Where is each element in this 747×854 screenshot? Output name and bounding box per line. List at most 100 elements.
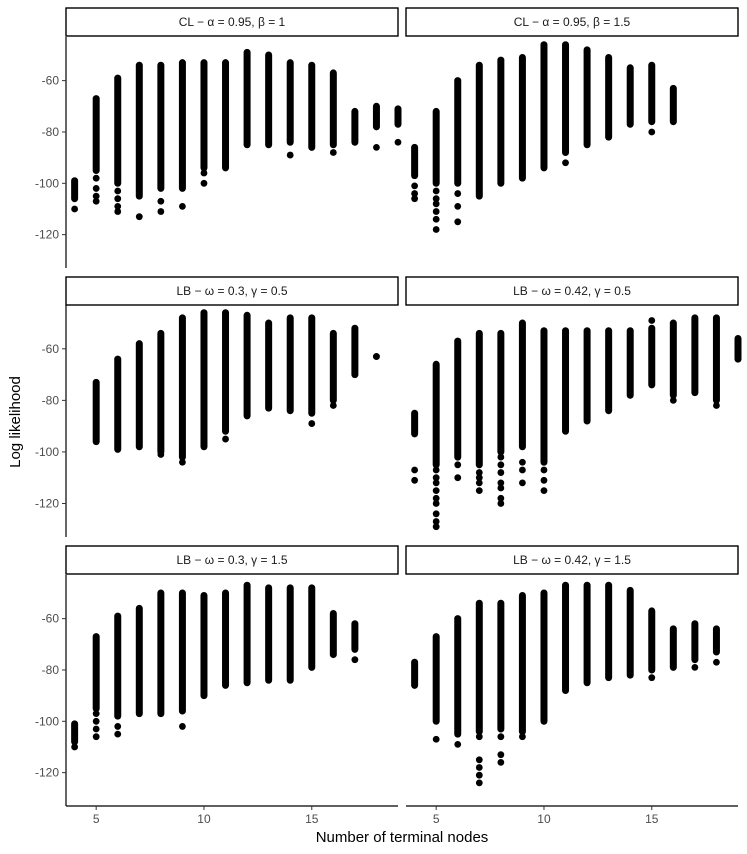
data-point [562,159,569,167]
facet-strip [405,545,739,575]
facet-strip-label: LB − ω = 0.3, γ = 0.5 [176,284,287,298]
data-point [114,203,122,210]
data-point [497,758,505,766]
data-point [179,723,186,730]
data-point [432,187,440,195]
data-point [540,466,548,474]
data-point [648,128,656,136]
x-tick-label: 10 [537,812,551,826]
x-tick-label: 15 [645,812,659,826]
data-point [475,771,483,779]
y-tick-label: -60 [42,342,60,356]
data-point [200,179,208,187]
facet-strip-label: CL − α = 0.95, β = 1 [179,15,286,29]
data-point [114,195,122,203]
x-tick-label: 10 [197,812,211,826]
data-point [373,143,380,151]
facet-strip-label: LB − ω = 0.42, γ = 0.5 [513,284,631,298]
facet-panel: LB − ω = 0.3, γ = 0.5 -120 -100 -80 -60 [35,276,399,537]
facet-panel: LB − ω = 0.3, γ = 1.5 -120 -100 -80 -60 5 10 15 [35,545,399,826]
facet-strip [65,545,399,575]
data-point [286,151,294,159]
data-point [432,510,440,518]
data-point [411,190,419,197]
data-point [475,469,483,476]
data-point [114,208,122,215]
data-point [475,487,483,494]
y-tick-label: -120 [35,228,59,242]
data-point [497,479,505,487]
data-point [475,779,483,787]
data-point [432,195,440,203]
data-point [497,751,505,759]
facet-strip [405,276,739,306]
data-point [92,717,100,725]
data-point [222,435,229,443]
y-tick-label: -60 [42,74,60,88]
facet-panel: LB − ω = 0.42, γ = 0.5 [405,276,742,531]
data-point [475,733,483,741]
facet-strip [405,7,739,37]
data-point [497,484,505,492]
data-point [669,396,677,404]
data-point [454,474,462,482]
data-point [519,458,526,466]
data-point [92,710,100,717]
data-point [713,658,720,666]
y-tick-label: -60 [42,612,60,626]
data-point [497,461,505,469]
x-axis-title: Number of terminal nodes [316,829,489,846]
data-point [497,733,505,741]
data-point [92,185,100,192]
y-tick-label: -120 [35,766,59,780]
data-point [432,226,440,233]
data-point [92,725,100,733]
y-tick-label: -100 [35,445,59,459]
data-point [454,218,462,226]
data-point [71,743,79,751]
data-point [454,190,462,197]
y-tick-label: -80 [42,393,60,407]
facet-panel: CL − α = 0.95, β = 1.5 [405,7,739,233]
y-tick-label: -120 [35,496,59,510]
data-point [432,500,440,507]
data-point [411,182,419,190]
data-point [648,674,656,682]
facet-strip-label: LB − ω = 0.3, γ = 1.5 [176,553,287,567]
data-point [432,735,440,743]
data-point [432,523,440,531]
data-point [475,756,483,764]
data-point [475,764,483,771]
data-point [432,494,440,502]
data-point [179,203,186,210]
y-tick-label: -100 [35,714,59,728]
data-point [432,487,440,494]
y-tick-label: -80 [42,125,60,139]
data-point [691,664,699,671]
data-point [432,479,440,487]
data-point [71,205,79,213]
data-point [92,192,100,200]
data-point [432,200,440,208]
data-point [454,741,462,748]
data-point [713,402,720,409]
data-point [329,149,337,156]
facet-panel: LB − ω = 0.42, γ = 1.5 5 10 15 [405,545,739,826]
data-point [648,317,656,324]
data-point [114,730,122,738]
data-point [454,461,462,469]
data-point [519,733,526,741]
data-point [432,215,440,223]
data-point [497,494,505,502]
data-point [497,469,505,476]
data-point [200,169,208,177]
data-point [475,479,483,487]
facet-strip [65,7,399,37]
data-point [157,197,165,205]
data-point [351,656,359,664]
data-point [157,451,165,458]
facet-strip [65,276,399,306]
x-tick-label: 5 [93,812,100,826]
y-axis-title: Log likelihood [7,376,24,468]
